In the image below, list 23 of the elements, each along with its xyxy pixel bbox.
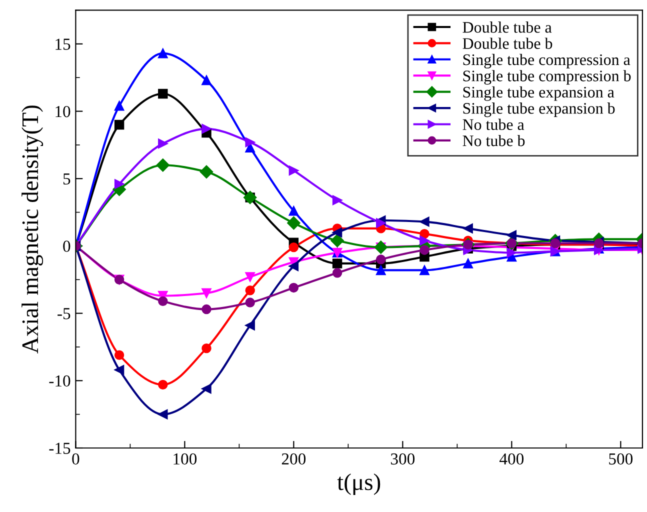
y-tick-label: -10: [49, 375, 70, 387]
x-tick-label: 300: [390, 453, 415, 465]
y-tick-label: 15: [56, 38, 70, 50]
legend-label: Single tube compression b: [463, 70, 631, 85]
y-tick-label: 5: [63, 173, 70, 185]
x-tick-label: 400: [500, 453, 524, 465]
legend-label: Single tube compression a: [463, 54, 630, 68]
legend-label: Double tube b: [462, 38, 552, 49]
y-tick-label: -5: [58, 308, 70, 320]
x-tick-label: 100: [174, 453, 197, 465]
legend-label: No tube a: [462, 118, 524, 130]
x-tick-label: 500: [609, 453, 633, 465]
x-axis-title: t(μs): [337, 474, 380, 495]
legend-label: No tube b: [462, 134, 525, 146]
legend-label: Single tube expansion b: [463, 102, 615, 118]
y-axis-title: Axial magnetic density(T): [22, 106, 44, 354]
y-tick-label: -15: [49, 442, 70, 454]
y-tick-label: 0: [63, 240, 70, 252]
y-tick-label: 10: [56, 106, 70, 118]
legend-label: Double tube a: [462, 22, 552, 33]
x-tick-label: 0: [72, 453, 80, 465]
x-tick-label: 200: [282, 453, 306, 465]
legend-label: Single tube expansion a: [463, 86, 614, 101]
